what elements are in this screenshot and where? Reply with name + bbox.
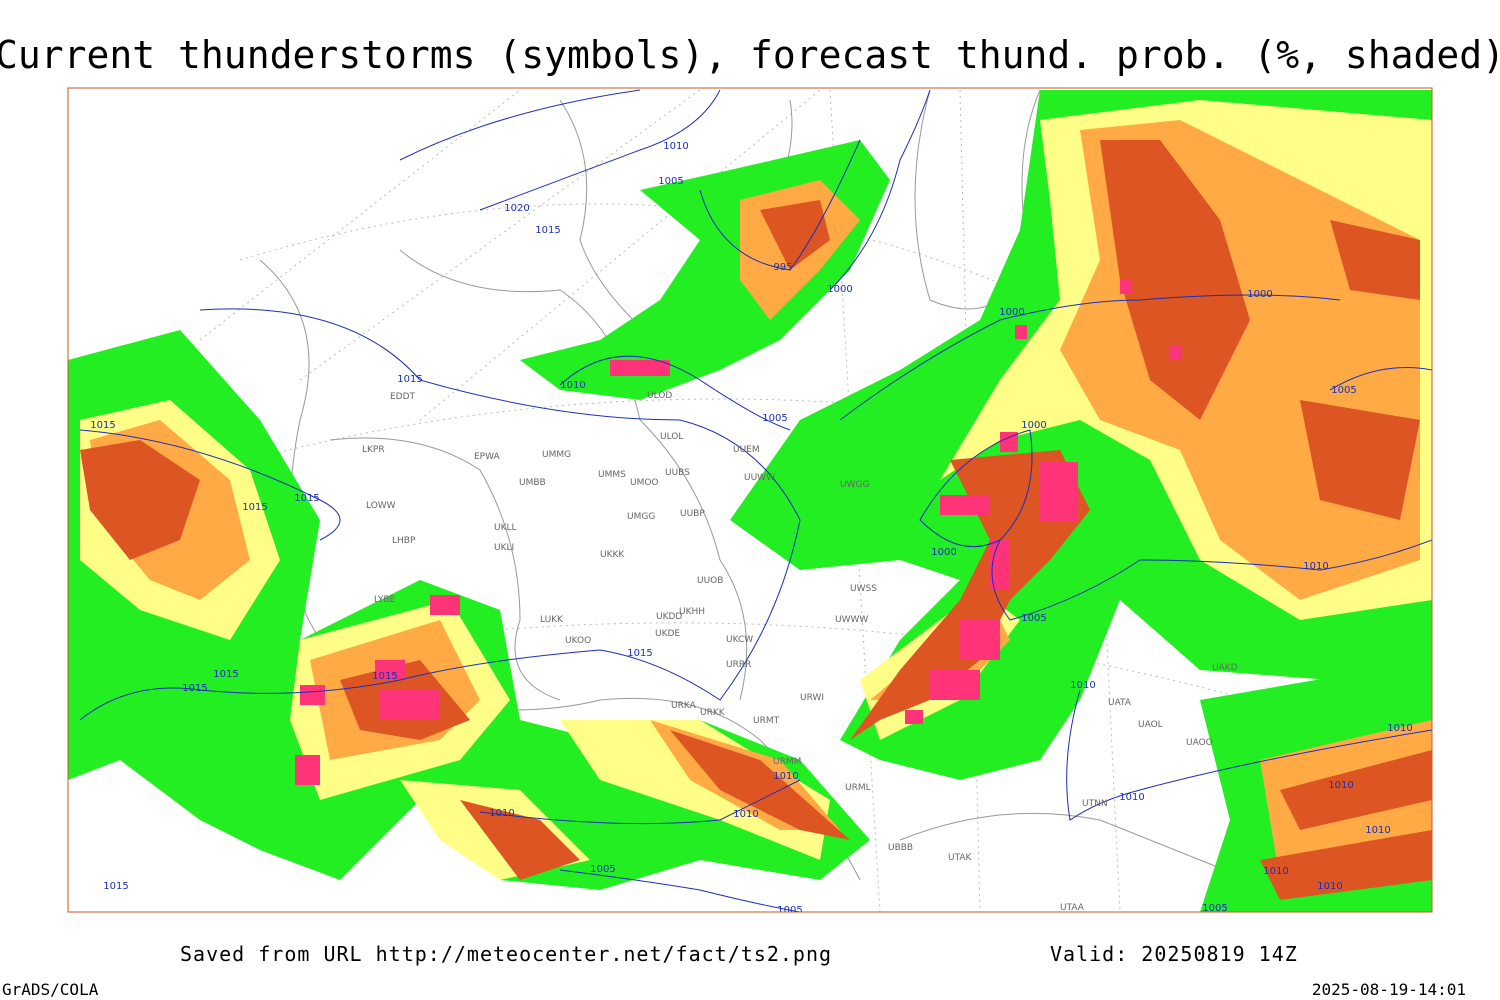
station-code: UMMS (598, 470, 626, 480)
station-code: URML (845, 783, 871, 793)
isobar-label: 1000 (1021, 420, 1046, 431)
isobar-label: 1015 (397, 374, 422, 385)
station-code: LHBP (392, 536, 416, 546)
station-code: UWWW (835, 615, 868, 625)
station-code: UUOB (697, 576, 723, 586)
map-title: Current thunderstorms (symbols), forecas… (0, 33, 1500, 77)
isobar-label: 1010 (560, 380, 585, 391)
isobar-label: 1000 (931, 547, 956, 558)
station-code: UBBB (888, 843, 913, 853)
probability-shading (68, 90, 1432, 912)
isobar-label: 1020 (504, 203, 529, 214)
isobar-label: 1010 (1365, 825, 1390, 836)
valid-time: Valid: 20250819 14Z (1050, 942, 1298, 966)
station-code: UTAA (1060, 903, 1085, 913)
station-code: ULOD (647, 391, 672, 401)
isobar-label: 1015 (90, 420, 115, 431)
station-code: EDDT (390, 392, 416, 402)
station-code: LKPR (362, 445, 385, 455)
isobar-label: 1005 (590, 864, 615, 875)
isobar-label: 1015 (213, 669, 238, 680)
isobar-label: 1015 (535, 225, 560, 236)
isobar-label: 1010 (1119, 792, 1144, 803)
station-code: UAOO (1186, 738, 1213, 748)
map-frame (67, 87, 1433, 913)
station-code: UMBB (519, 478, 546, 488)
station-code: UKDE (655, 629, 680, 639)
station-code: UUBS (665, 468, 690, 478)
station-code: UKDD (656, 612, 682, 622)
station-code: UKCW (726, 635, 753, 645)
station-code: URMM (773, 757, 801, 767)
isobar-label: 1005 (658, 176, 683, 187)
isobar-label: 1005 (1331, 385, 1356, 396)
station-code: EPWA (474, 452, 501, 462)
station-code: UUBP (680, 509, 705, 519)
station-code: UMMG (542, 450, 571, 460)
station-code: UAOL (1138, 720, 1163, 730)
isobar-label: 1015 (242, 502, 267, 513)
isobar-label: 1015 (372, 671, 397, 682)
station-code: UKLL (494, 523, 517, 533)
isobar-label: 1010 (1303, 561, 1328, 572)
isobar-label: 1000 (999, 307, 1024, 318)
isobar-label: 1010 (1070, 680, 1095, 691)
map-area: 1015 1015 1015 1015 1015 1015 1015 1015 1010 1005… (68, 89, 1432, 916)
station-code: URKA (671, 701, 697, 711)
station-code: UWSS (850, 584, 877, 594)
isobar-label: 1000 (827, 284, 852, 295)
isobar-label: 1005 (777, 905, 802, 916)
isobar-label: 995 (773, 262, 792, 273)
station-code: URKK (700, 708, 726, 718)
isobar-label: 1010 (489, 808, 514, 819)
station-code: ULOL (660, 432, 683, 442)
station-code: UUWW (744, 473, 775, 483)
isobar-label: 1015 (294, 493, 319, 504)
station-code: UMOO (630, 478, 659, 488)
station-code: UWGG (840, 480, 869, 490)
isobar-label: 1010 (1263, 866, 1288, 877)
station-code: UTNN (1082, 799, 1108, 809)
isobar-label: 1010 (1387, 723, 1412, 734)
isobar-label: 1010 (1317, 881, 1342, 892)
station-code: UKHH (679, 607, 705, 617)
isobar-label: 1010 (1328, 780, 1353, 791)
station-code: URMT (753, 716, 780, 726)
isobar-label: 1010 (733, 809, 758, 820)
station-code: UTAK (948, 853, 973, 863)
station-code: URWI (800, 693, 824, 703)
source-url: Saved from URL http://meteocenter.net/fa… (180, 942, 832, 966)
software-credit: GrADS/COLA (2, 980, 99, 999)
isobar-label: 1015 (627, 648, 652, 659)
isobar-label: 1010 (663, 141, 688, 152)
station-code: UAKD (1212, 663, 1238, 673)
isobar-label: 1000 (1247, 289, 1272, 300)
isobar-label: 1010 (773, 771, 798, 782)
station-labels: EDDT LKPR LOWW LHBP LYBE LUKK UKOO EPWA UMMG UMBB… (362, 391, 1238, 913)
isobars (79, 89, 1432, 912)
station-code: UKLI (494, 543, 514, 553)
station-code: UKKK (600, 550, 625, 560)
isobar-label: 1005 (1202, 903, 1227, 914)
isobar-label: 1015 (103, 881, 128, 892)
station-code: URRR (726, 660, 751, 670)
station-code: LUKK (540, 615, 564, 625)
station-code: UATA (1108, 698, 1132, 708)
isobar-labels: 1015 1015 1015 1015 1015 1015 1015 1015 1010 1005… (90, 141, 1412, 916)
isobar-label: 1005 (762, 413, 787, 424)
isobar-label: 1005 (1021, 613, 1046, 624)
station-code: UKOO (565, 636, 591, 646)
thunderstorm-symbols (295, 280, 1182, 785)
station-code: LOWW (366, 501, 396, 511)
isobar-label: 1015 (182, 683, 207, 694)
station-code: LYBE (374, 595, 395, 605)
timestamp: 2025-08-19-14:01 (1312, 980, 1466, 999)
station-code: UUEM (733, 445, 760, 455)
station-code: UMGG (627, 512, 655, 522)
